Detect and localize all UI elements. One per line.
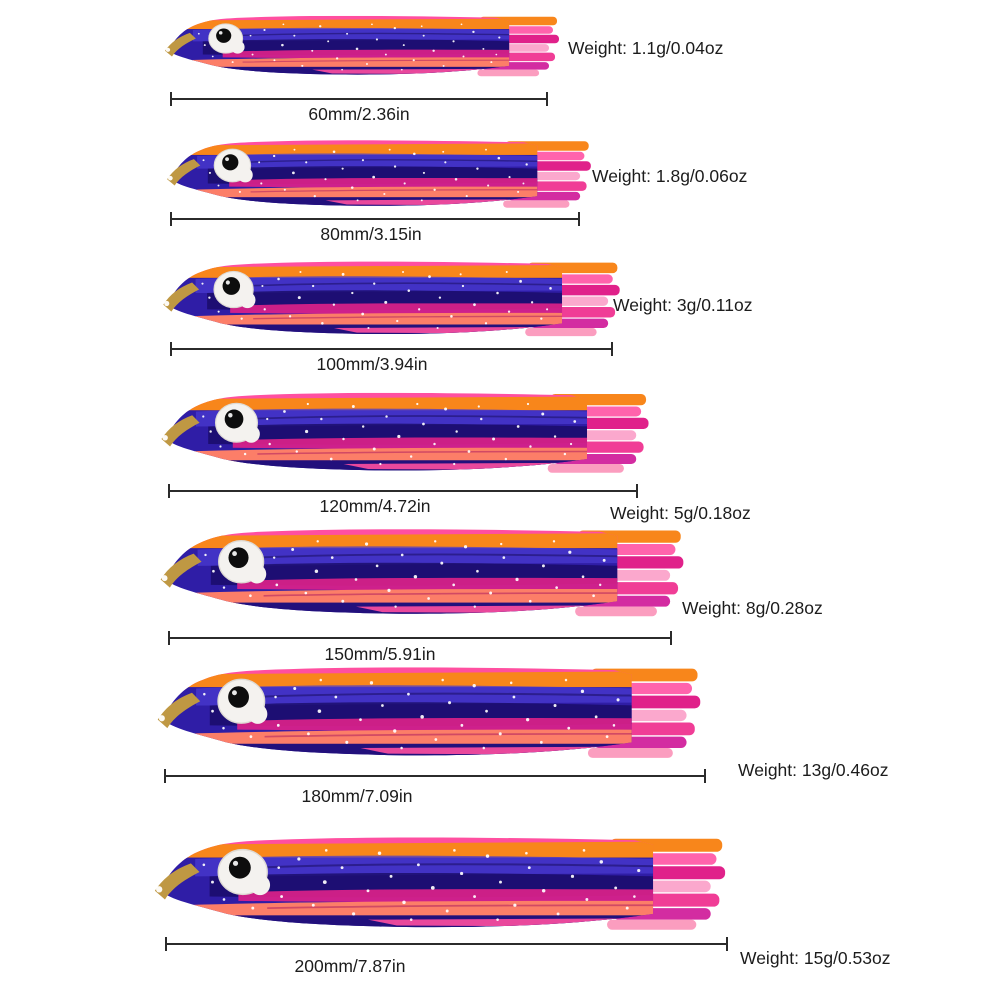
dimension-line (170, 342, 613, 356)
lure-image-180mm (155, 663, 703, 765)
lure-image-150mm (158, 525, 686, 623)
weight-label: Weight: 3g/0.11oz (613, 295, 753, 315)
dimension-line (168, 484, 638, 498)
lure-image-80mm (165, 137, 593, 213)
size-label: 120mm/4.72in (319, 496, 431, 516)
dimension-rule (170, 98, 548, 100)
dimension-line (170, 92, 548, 106)
weight-label: Weight: 13g/0.46oz (738, 760, 889, 780)
size-label: 200mm/7.87in (294, 956, 406, 976)
lure-illustration (158, 525, 686, 623)
lure-image-60mm (163, 13, 561, 81)
dimension-rule (168, 490, 638, 492)
dimension-line (164, 769, 706, 783)
dimension-rule (165, 943, 728, 945)
lure-illustration (165, 137, 593, 213)
size-label: 180mm/7.09in (301, 786, 413, 806)
weight-label: Weight: 5g/0.18oz (610, 503, 751, 523)
weight-label: Weight: 8g/0.28oz (682, 598, 823, 618)
lure-image-120mm (159, 389, 651, 479)
dimension-line (170, 212, 580, 226)
lure-image-100mm (161, 258, 622, 342)
weight-label: Weight: 15g/0.53oz (740, 948, 891, 968)
lure-illustration (161, 258, 622, 342)
dimension-rule (170, 218, 580, 220)
size-label: 100mm/3.94in (316, 354, 428, 374)
size-label: 150mm/5.91in (324, 644, 436, 664)
lure-image-200mm (152, 833, 728, 937)
weight-label: Weight: 1.8g/0.06oz (592, 166, 748, 186)
dimension-rule (170, 348, 613, 350)
lure-illustration (155, 663, 703, 765)
size-label: 60mm/2.36in (308, 104, 410, 124)
size-label: 80mm/3.15in (320, 224, 422, 244)
lure-illustration (152, 833, 728, 937)
lure-illustration (163, 13, 561, 81)
lure-illustration (159, 389, 651, 479)
weight-label: Weight: 1.1g/0.04oz (568, 38, 724, 58)
dimension-rule (164, 775, 706, 777)
dimension-rule (168, 637, 672, 639)
dimension-line (168, 631, 672, 645)
dimension-line (165, 937, 728, 951)
